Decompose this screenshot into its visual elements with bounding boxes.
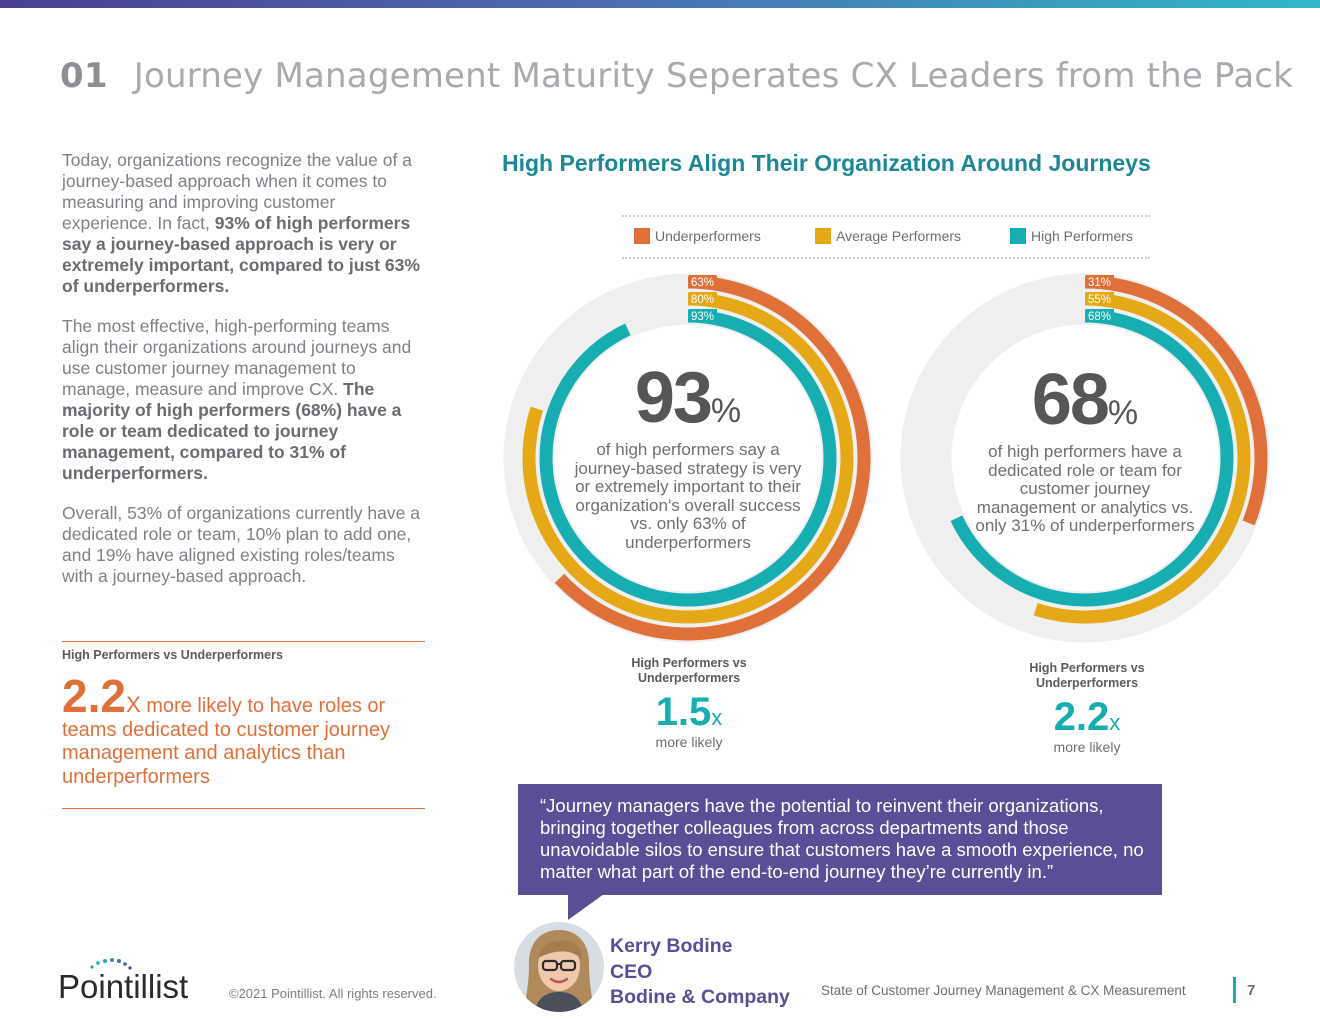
copyright: ©2021 Pointillist. All rights reserved.: [229, 986, 437, 1001]
donut-2-label-bg-high-performers: [1086, 309, 1114, 322]
comparison-2-value: 2.2x: [996, 695, 1178, 745]
quote-company: Bodine & Company: [610, 986, 790, 1008]
paragraph-2: The most effective, high-performing team…: [62, 316, 428, 484]
callout-text: more likely to have roles or teams dedic…: [62, 695, 390, 788]
chart-legend: Underperformers Average Performers High …: [622, 215, 1150, 259]
p2-lead: The most effective, high-performing team…: [62, 316, 412, 399]
quote-name: Kerry Bodine: [610, 935, 733, 957]
donut-1-label-high-performers: 93%: [691, 311, 714, 323]
legend-item-high: High Performers: [1010, 228, 1133, 244]
logo-text: Pointillist: [58, 968, 188, 1005]
donut-1-center-value: 93%: [568, 362, 808, 447]
donut-1-label-bg-underperformers: [689, 275, 717, 288]
donut-1-percent: %: [710, 392, 742, 430]
donut-1-label-underperformers: 63%: [691, 277, 714, 289]
legend-item-average: Average Performers: [815, 228, 961, 244]
page-number: 7: [1247, 982, 1256, 999]
paragraph-1: Today, organizations recognize the value…: [62, 150, 428, 297]
donut-2-arc-average-performers: [919, 292, 1251, 624]
report-title: State of Customer Journey Management & C…: [821, 983, 1186, 998]
comparison-2: High Performers vs Underperformers 2.2x …: [996, 661, 1178, 755]
comparison-1-x: x: [711, 705, 723, 730]
comparison-1: High Performers vs Underperformers 1.5x …: [598, 656, 780, 750]
comparison-1-sub: more likely: [655, 734, 723, 750]
donut-1-label-bg-average-performers: [689, 292, 717, 305]
donut-1-arc-average-performers: [522, 292, 854, 624]
legend-swatch-under: [634, 228, 650, 244]
comparison-2-sub: more likely: [1053, 739, 1121, 755]
radial-chart-2: 31% 55% 68%: [900, 273, 1270, 643]
legend-item-underperformers: Underperformers: [634, 228, 761, 244]
donut-2-label-average-performers: 55%: [1088, 294, 1111, 306]
avatar: [514, 922, 604, 1012]
donut-2-label-underperformers: 31%: [1088, 277, 1111, 289]
donut-1-label-average-performers: 80%: [691, 294, 714, 306]
comparison-2-number: 2.2: [1053, 695, 1110, 739]
donut-1-number: 93: [634, 358, 713, 438]
quote-box: “Journey managers have the potential to …: [518, 784, 1162, 895]
donut-2-center: 68% of high performers have a dedicated …: [975, 364, 1195, 536]
intro-text: Today, organizations recognize the value…: [62, 150, 428, 606]
callout-value: 2.2: [62, 670, 126, 722]
pointillist-logo: Pointillist: [58, 955, 203, 1005]
legend-label-high: High Performers: [1031, 228, 1133, 244]
footer-divider: [1233, 977, 1236, 1003]
donut-1-arc-high-performers: [539, 309, 837, 607]
avatar-portrait: [514, 922, 604, 1012]
callout-label: High Performers vs Underperformers: [62, 648, 283, 662]
quote-tail: [568, 894, 604, 920]
comparison-2-x: x: [1109, 710, 1121, 735]
donut-1-center: 93% of high performers say a journey-bas…: [568, 362, 808, 552]
donut-2-label-high-performers: 68%: [1088, 311, 1111, 323]
donut-2-number: 68: [1031, 360, 1110, 440]
donut-2-percent: %: [1107, 394, 1139, 432]
callout-stat: 2.2X more likely to have roles or teams …: [62, 673, 432, 789]
legend-label-under: Underperformers: [655, 228, 761, 244]
donut-2-label-bg-average-performers: [1086, 292, 1114, 305]
quote-attribution: Kerry Bodine CEO Bodine & Company: [610, 934, 790, 1011]
comparison-1-number: 1.5: [655, 690, 712, 734]
donut-1-label-bg-high-performers: [689, 309, 717, 322]
donut-2-center-text: of high performers have a dedicated role…: [975, 442, 1195, 535]
radial-chart-1: 63% 80% 93%: [503, 273, 873, 643]
donut-2-arc-high-performers: [936, 309, 1234, 607]
chart-title: High Performers Align Their Organization…: [502, 150, 1151, 176]
legend-label-average: Average Performers: [836, 228, 962, 244]
legend-swatch-average: [815, 228, 831, 244]
donut-1-center-text: of high performers say a journey-based s…: [574, 440, 802, 552]
comparison-2-label: High Performers vs Underperformers: [1029, 661, 1145, 690]
callout-bottom-rule: [62, 808, 425, 809]
p1-bold: 93% of high performers say a journey-bas…: [62, 213, 420, 296]
donut-2-arc-underperformers: [902, 275, 1268, 641]
logo-mark: Pointillist: [58, 958, 188, 1005]
quote-role: CEO: [610, 960, 653, 983]
legend-swatch-high: [1010, 228, 1026, 244]
top-accent-bar: [0, 0, 1320, 8]
p1-lead: Today, organizations recognize the value…: [62, 150, 412, 233]
title-text: Journey Management Maturity Seperates CX…: [133, 56, 1294, 96]
paragraph-3: Overall, 53% of organizations currently …: [62, 503, 420, 586]
callout-top-rule: [62, 641, 425, 642]
page-title: 01 Journey Management Maturity Seperates …: [60, 56, 1293, 96]
comparison-1-value: 1.5x: [598, 690, 780, 740]
donut-2-label-bg-underperformers: [1086, 275, 1114, 288]
callout-x: X: [125, 692, 141, 717]
donut-2-center-value: 68%: [975, 364, 1195, 449]
donut-1-arc-underperformers: [505, 275, 871, 641]
section-number: 01: [60, 56, 108, 96]
comparison-1-label: High Performers vs Underperformers: [631, 656, 747, 685]
p2-bold: The majority of high performers (68%) ha…: [62, 379, 402, 483]
